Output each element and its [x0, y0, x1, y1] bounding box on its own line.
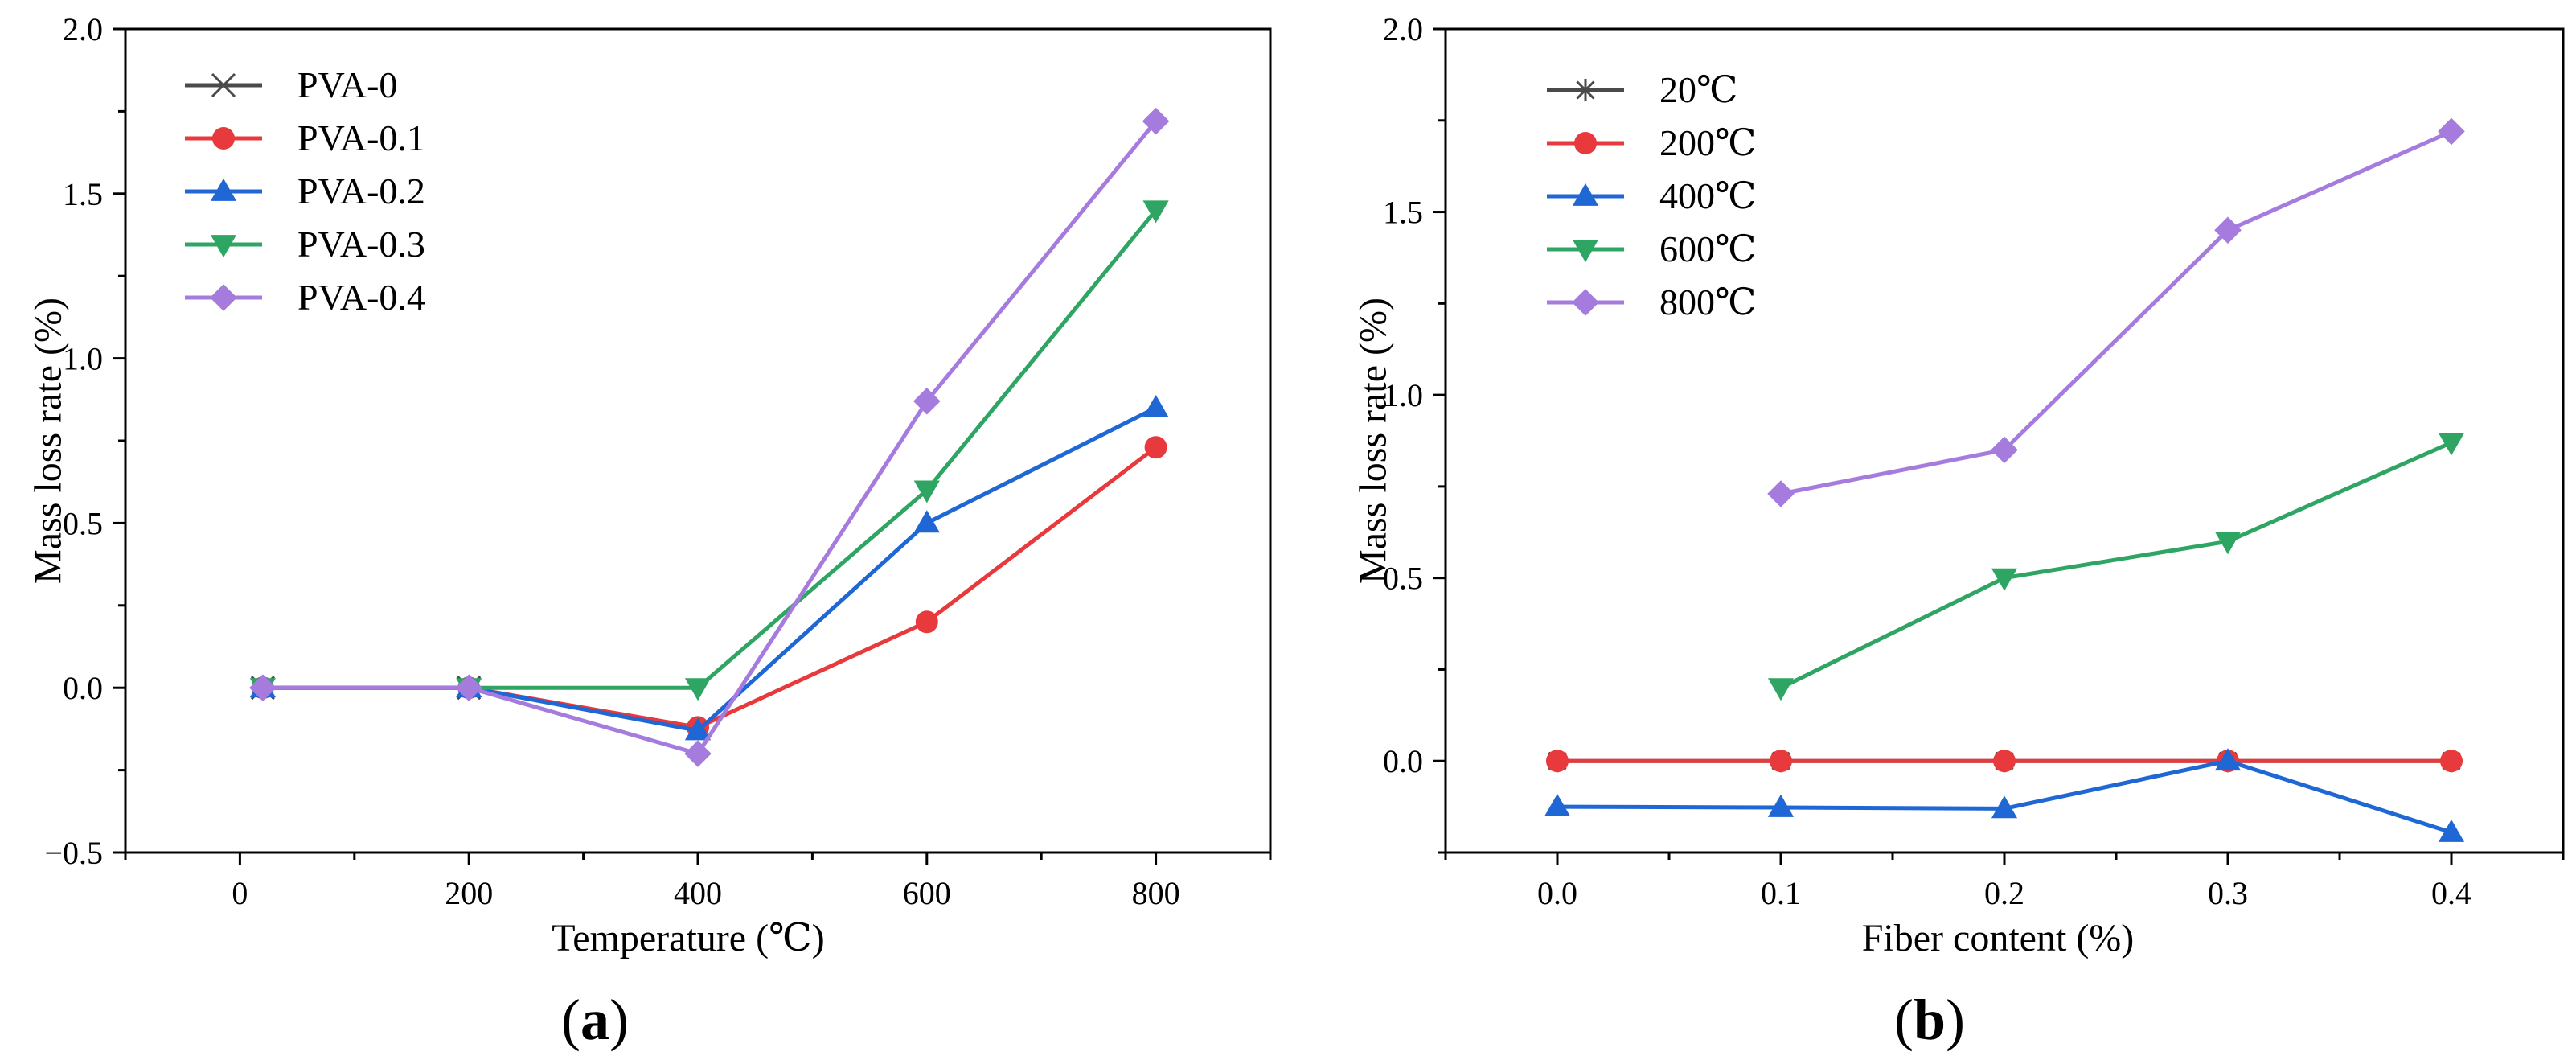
legend-marker	[1572, 289, 1599, 316]
panel-label-close: )	[609, 988, 629, 1052]
data-point	[1770, 750, 1792, 773]
data-point	[684, 717, 712, 741]
legend-marker	[212, 127, 235, 150]
series-line	[1779, 440, 2453, 690]
data-point	[2214, 532, 2242, 555]
legend-label: PVA-0	[297, 64, 397, 105]
series-PVA-0.1	[251, 436, 1167, 739]
data-point	[1991, 436, 2018, 464]
legend-label: 800℃	[1659, 281, 1756, 323]
legend-label: 400℃	[1659, 175, 1756, 216]
series-line	[262, 446, 1158, 729]
data-point	[913, 510, 940, 533]
panel-label: (b)	[1894, 988, 1965, 1052]
data-point	[1991, 568, 2018, 591]
data-point	[1991, 795, 2018, 819]
data-point	[1142, 107, 1170, 135]
series-600℃	[1767, 433, 2465, 701]
series-line	[1780, 129, 2453, 496]
y-tick-label: 0.5	[1383, 561, 1423, 597]
legend-label: PVA-0.2	[297, 171, 425, 212]
legend-marker	[211, 72, 236, 98]
series-200℃	[1546, 750, 2463, 773]
legend: PVA-0 PVA-0.1 PVA-0.2 PVA-0.3 PVA-0.4	[185, 64, 425, 318]
data-point	[1142, 200, 1169, 224]
x-tick-label: 800	[1132, 875, 1180, 911]
x-tick-label: 0.0	[1537, 875, 1577, 911]
chart-panel-b: 0.0 0.1 0.2 0.3 0.4 0.0 0.5 1.0 1.5 2.0 Fiber cont…	[1352, 11, 2565, 1052]
panel-label-open: (	[1894, 988, 1914, 1052]
x-tick-label: 400	[674, 875, 722, 911]
data-point	[684, 740, 712, 767]
data-point	[249, 674, 277, 701]
data-point	[913, 480, 940, 503]
legend-marker	[210, 235, 237, 258]
series-line	[262, 405, 1157, 733]
y-tick-label: 0.0	[1383, 743, 1423, 779]
legend-label: PVA-0.1	[297, 117, 425, 158]
chart-panel-a: 0 200 400 600 800 −0.5 0.0 0.5 1.0 1.5 2.0 Temperat…	[27, 11, 1272, 1052]
data-point	[1767, 678, 1795, 701]
data-point	[1767, 480, 1795, 507]
x-tick-label: 600	[903, 875, 951, 911]
legend-marker	[210, 178, 237, 201]
x-tick-label: 0.2	[1984, 875, 2024, 911]
y-tick-label: 1.5	[1383, 195, 1423, 231]
data-point	[915, 610, 938, 634]
legend-marker	[1572, 183, 1599, 206]
legend-marker	[1574, 132, 1597, 154]
x-axis-title: Fiber content (%)	[1862, 917, 2135, 959]
data-point	[2440, 750, 2463, 773]
y-tick-label: 0.5	[63, 505, 103, 541]
legend-label: PVA-0.4	[297, 277, 425, 318]
legend-marker	[1574, 79, 1597, 101]
data-point	[1993, 750, 2016, 773]
data-point	[2438, 819, 2465, 842]
series-400℃	[1544, 748, 2465, 842]
x-tick-label: 0.1	[1761, 875, 1801, 911]
data-point	[1544, 794, 1571, 817]
data-point	[1144, 436, 1167, 459]
y-tick-label: 1.5	[63, 176, 103, 212]
data-point	[913, 388, 941, 415]
legend-label: PVA-0.3	[297, 224, 425, 265]
series-line	[262, 120, 1158, 756]
data-point	[2214, 748, 2242, 771]
y-axis-title: Mass loss rate (%)	[1352, 298, 1395, 584]
x-tick-label: 0	[232, 875, 248, 911]
legend-marker	[210, 284, 237, 311]
panel-label-open: (	[561, 988, 580, 1052]
x-tick-label: 0.4	[2431, 875, 2471, 911]
panel-label: (a)	[561, 988, 629, 1052]
y-tick-label: −0.5	[44, 835, 103, 871]
legend-label: 600℃	[1659, 228, 1756, 269]
x-tick-label: 200	[445, 875, 493, 911]
series-800℃	[1767, 117, 2465, 507]
y-tick-label: 2.0	[1383, 11, 1423, 47]
panel-label-close: )	[1946, 988, 1965, 1052]
data-point	[2214, 216, 2242, 244]
y-tick-label: 1.0	[1383, 377, 1423, 413]
y-tick-label: 0.0	[63, 670, 103, 706]
legend: 20℃ 200℃ 400℃ 600℃ 800℃	[1547, 69, 1756, 323]
data-point	[1767, 794, 1795, 817]
data-point	[455, 674, 482, 701]
y-tick-label: 2.0	[63, 11, 103, 47]
data-point	[684, 678, 712, 701]
data-point	[2438, 433, 2465, 456]
y-axis-title: Mass loss rate (%)	[27, 298, 70, 584]
panel-label-letter: a	[580, 988, 609, 1052]
x-axis-title: Temperature (℃)	[552, 917, 825, 959]
panel-label-letter: b	[1914, 988, 1946, 1052]
y-tick-label: 1.0	[63, 341, 103, 377]
legend-marker	[1572, 240, 1599, 263]
legend-label: 200℃	[1659, 122, 1756, 163]
legend-label: 20℃	[1659, 69, 1737, 110]
data-point	[2438, 117, 2465, 146]
data-point	[1546, 750, 1569, 773]
data-point	[1142, 394, 1169, 417]
series-PVA-0.4	[249, 107, 1170, 767]
x-tick-label: 0.3	[2208, 875, 2248, 911]
